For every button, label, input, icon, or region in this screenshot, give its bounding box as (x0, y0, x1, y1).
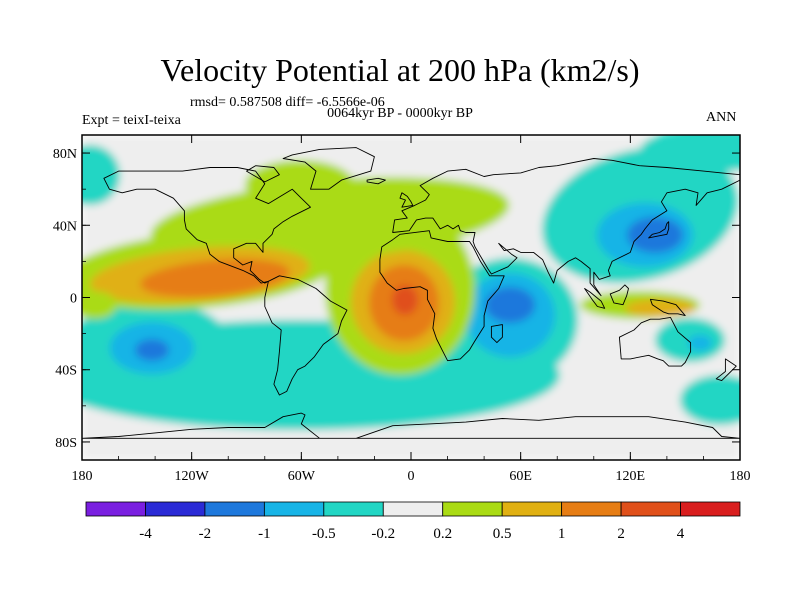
pacific-negative-core (135, 339, 169, 361)
colorbar-box (680, 501, 741, 517)
y-tick-label: 80S (55, 436, 77, 451)
e-pacific-positive-3 (140, 258, 290, 298)
season-label: ANN (706, 110, 737, 125)
madagascar-coast (490, 324, 503, 344)
x-tick-label: 60W (288, 469, 316, 484)
colorbar-label: 1 (558, 526, 566, 542)
colorbar-label: 0.5 (493, 526, 512, 542)
x-tick-label: 180 (72, 469, 93, 484)
colorbar-label: -4 (139, 526, 152, 542)
arctic-negative (640, 135, 740, 172)
y-tick-label: 40S (55, 364, 77, 379)
new-guinea-coast (649, 298, 686, 317)
atlantic-positive-core (392, 285, 418, 315)
baffin-coast (246, 165, 280, 183)
experiment-label: Expt = teixI-teixa (82, 113, 181, 128)
colorbar-box (501, 501, 563, 517)
britain-coast (399, 192, 414, 208)
colorbar-box (85, 501, 146, 517)
se-pacific-negative (680, 375, 740, 425)
period-text: 0064kyr BP - 0000kyr BP (327, 106, 473, 121)
colorbar-label: -1 (258, 526, 271, 542)
x-tick-label: 120E (616, 469, 646, 484)
greenland-positive (245, 160, 355, 210)
colorbar-label: -0.5 (312, 526, 336, 542)
colorbar-box (145, 501, 206, 517)
africa-coast (379, 230, 505, 362)
colorbar-box (323, 501, 384, 517)
colorbar-label: -2 (199, 526, 212, 542)
coastlines (82, 147, 740, 439)
y-tick-label: 40N (53, 219, 77, 234)
colorbar-box (442, 501, 503, 517)
axis-ticks: 180 120W 60W 0 60E 120E 180 80N 40N 0 40S 80S (53, 135, 751, 484)
x-tick-label: 120W (175, 469, 210, 484)
greenland-coast (282, 147, 375, 190)
japan-coast (648, 221, 670, 239)
y-tick-label: 80N (53, 147, 77, 162)
australia-coast (618, 316, 692, 367)
iceland-coast (366, 177, 386, 185)
antarctica-coast (82, 412, 740, 439)
colorbar-box (561, 501, 622, 517)
south-america-coast (264, 275, 348, 396)
indian-negative-core (485, 287, 535, 323)
stats-text: rmsd= 0.587508 diff= -6.5566e-06 (190, 95, 385, 110)
y-tick-label: 0 (70, 292, 77, 307)
x-tick-label: 180 (730, 469, 751, 484)
nw-corner-negative (82, 145, 120, 205)
colorbar-label: -0.2 (371, 526, 395, 542)
colorbar-label: 2 (617, 526, 625, 542)
colorbar-box (620, 501, 681, 517)
colorbar-box (382, 501, 444, 517)
x-tick-label: 60E (509, 469, 532, 484)
x-tick-label: 0 (408, 469, 415, 484)
australia-negative-inner (688, 335, 712, 351)
maritime-positive-2 (625, 299, 695, 317)
new-zealand-coast (715, 358, 737, 382)
w-edge-positive (82, 291, 117, 319)
colorbar-label: 4 (677, 526, 685, 542)
chart-title: Velocity Potential at 200 hPa (km2/s) (160, 52, 640, 88)
colorbar-box (263, 501, 325, 517)
colorbar-label: 0.2 (433, 526, 452, 542)
north-america-coast (103, 167, 311, 284)
eurasia-coast (392, 158, 740, 297)
colorbar-box (204, 501, 265, 517)
sumatra-coast (584, 288, 606, 309)
borneo-coast (609, 284, 629, 306)
